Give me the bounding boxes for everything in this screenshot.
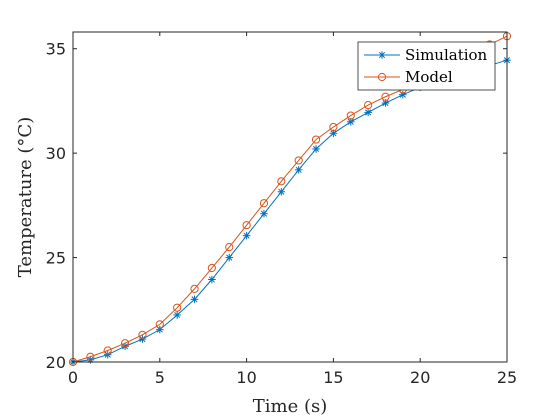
data-point-simulation bbox=[277, 187, 286, 196]
data-point-simulation bbox=[190, 295, 199, 304]
data-point-simulation bbox=[260, 209, 268, 218]
y-tick-label: 35 bbox=[46, 40, 66, 59]
data-point-simulation bbox=[208, 275, 216, 284]
data-point-model bbox=[225, 243, 234, 252]
data-point-simulation bbox=[242, 231, 251, 240]
data-point-simulation bbox=[103, 350, 112, 359]
data-point-model bbox=[173, 303, 182, 312]
plot-box bbox=[72, 31, 508, 363]
data-point-model bbox=[155, 320, 164, 329]
data-point-simulation bbox=[364, 108, 372, 117]
data-point-simulation bbox=[225, 253, 234, 262]
y-axis-label: Temperature (°C) bbox=[15, 117, 36, 277]
x-tick-label: 0 bbox=[68, 368, 78, 387]
data-point-model bbox=[346, 111, 355, 120]
x-tick-label: 25 bbox=[497, 368, 517, 387]
legend-label-simulation: Simulation bbox=[405, 46, 488, 64]
data-point-model bbox=[120, 339, 130, 348]
x-axis-label: Time (s) bbox=[253, 396, 328, 417]
x-tick-label: 20 bbox=[410, 368, 430, 387]
data-point-simulation bbox=[294, 166, 303, 174]
data-point-model bbox=[364, 101, 373, 110]
data-point-model bbox=[259, 199, 269, 208]
data-point-model bbox=[311, 135, 321, 144]
data-point-model bbox=[190, 284, 199, 293]
data-point-model bbox=[329, 122, 338, 132]
data-point-model bbox=[103, 346, 112, 355]
legend-label-model: Model bbox=[405, 68, 453, 86]
legend-marker-simulation bbox=[378, 51, 386, 59]
data-point-model bbox=[381, 92, 390, 101]
data-point-model bbox=[86, 352, 95, 361]
data-point-simulation bbox=[381, 99, 390, 107]
data-point-simulation bbox=[173, 311, 181, 319]
x-tick-label: 5 bbox=[155, 368, 165, 387]
y-tick-label: 30 bbox=[46, 144, 66, 163]
legend-marker-model bbox=[377, 72, 387, 82]
data-point-model bbox=[207, 263, 216, 273]
legend-entry-simulation: Simulation bbox=[364, 46, 488, 64]
y-tick-label: 20 bbox=[46, 353, 66, 372]
data-point-model bbox=[277, 177, 286, 186]
x-tick-label: 15 bbox=[323, 368, 343, 387]
legend-box bbox=[357, 41, 496, 91]
data-point-model bbox=[294, 156, 303, 165]
data-point-simulation bbox=[138, 335, 147, 343]
data-point-model bbox=[242, 221, 251, 230]
data-point-simulation bbox=[312, 145, 320, 153]
legend: Simulation Model bbox=[357, 41, 496, 91]
x-tick-label: 10 bbox=[236, 368, 256, 387]
axes-layer: 0 5 10 15 20 25 20 25 30 35 bbox=[46, 32, 517, 387]
legend-entry-model: Model bbox=[364, 68, 453, 86]
data-point-model bbox=[138, 330, 147, 339]
y-tick-label: 25 bbox=[46, 249, 66, 268]
